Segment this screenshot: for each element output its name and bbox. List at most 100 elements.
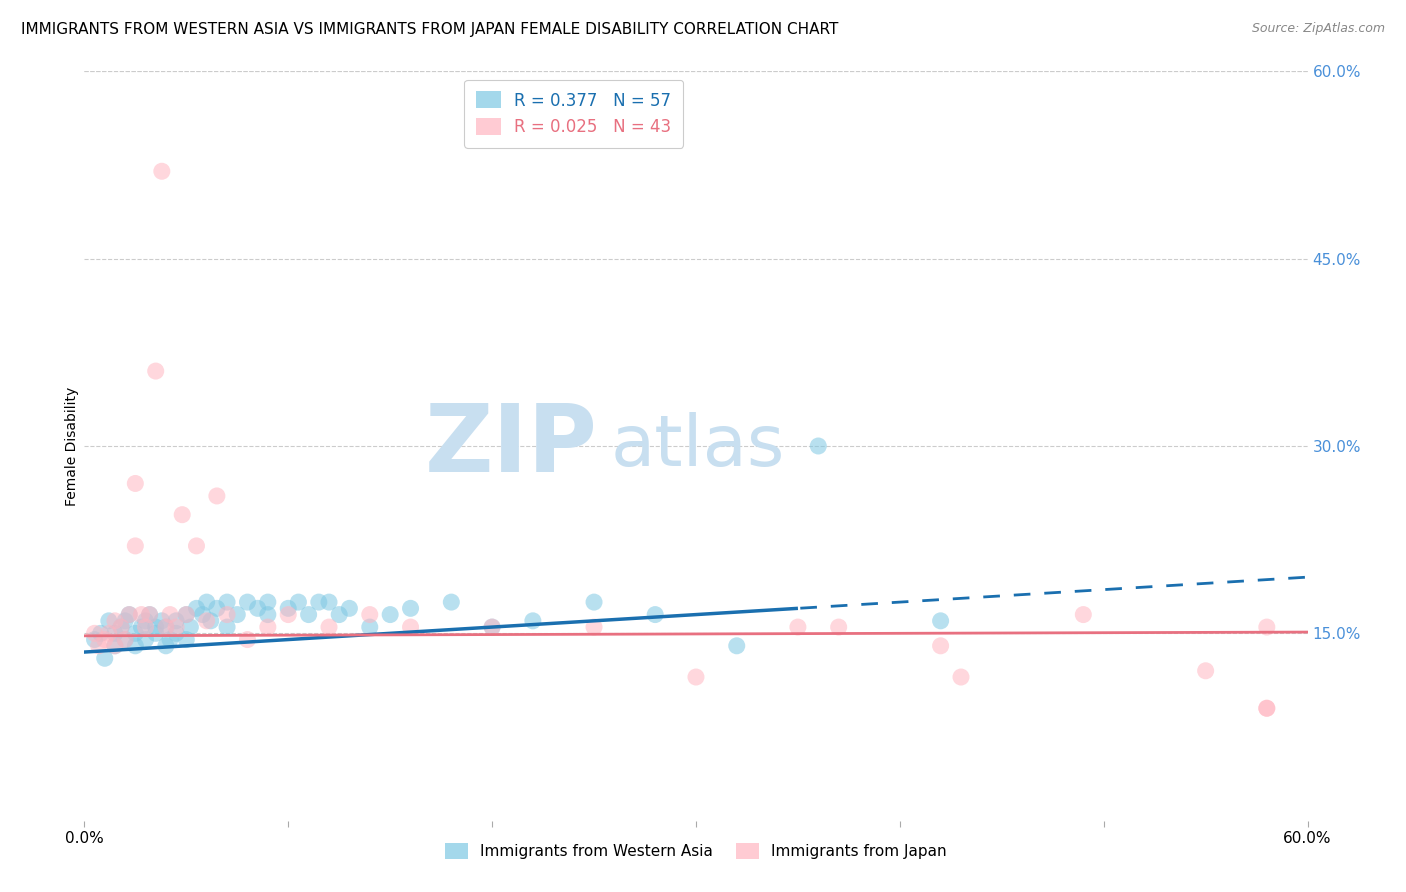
Point [481, 620, 503, 634]
Point [339, 601, 361, 615]
Point [522, 614, 544, 628]
Point [155, 620, 177, 634]
Point [236, 595, 259, 609]
Point [277, 607, 299, 622]
Point [97, 626, 120, 640]
Point [257, 607, 280, 622]
Point [725, 639, 748, 653]
Point [583, 620, 606, 634]
Point [328, 607, 350, 622]
Point [172, 508, 194, 522]
Point [159, 632, 181, 647]
Point [165, 620, 187, 634]
Point [124, 626, 146, 640]
Point [135, 620, 157, 634]
Point [828, 620, 851, 634]
Point [929, 614, 952, 628]
Point [145, 620, 167, 634]
Point [159, 607, 181, 622]
Point [807, 439, 830, 453]
Point [226, 607, 249, 622]
Point [124, 476, 146, 491]
Point [236, 632, 259, 647]
Point [145, 626, 167, 640]
Point [246, 601, 269, 615]
Point [114, 632, 136, 647]
Point [165, 626, 187, 640]
Point [308, 595, 330, 609]
Point [87, 639, 110, 653]
Point [359, 607, 381, 622]
Point [399, 620, 422, 634]
Point [135, 614, 157, 628]
Point [104, 626, 127, 640]
Point [131, 620, 153, 634]
Point [205, 601, 228, 615]
Point [298, 607, 321, 622]
Point [155, 620, 177, 634]
Point [114, 614, 136, 628]
Point [110, 620, 132, 634]
Point [1256, 701, 1278, 715]
Point [97, 614, 120, 628]
Point [131, 607, 153, 622]
Point [110, 620, 132, 634]
Point [179, 620, 201, 634]
Point [135, 632, 157, 647]
Point [195, 614, 218, 628]
Point [1256, 701, 1278, 715]
Text: ZIP: ZIP [425, 400, 598, 492]
Point [950, 670, 973, 684]
Point [205, 489, 228, 503]
Point [138, 607, 160, 622]
Point [481, 620, 503, 634]
Point [277, 601, 299, 615]
Point [583, 595, 606, 609]
Legend: Immigrants from Western Asia, Immigrants from Japan: Immigrants from Western Asia, Immigrants… [439, 838, 953, 865]
Point [1195, 664, 1218, 678]
Point [145, 364, 167, 378]
Point [150, 614, 173, 628]
Point [104, 614, 127, 628]
Point [186, 539, 208, 553]
Point [217, 607, 239, 622]
Point [174, 607, 197, 622]
Point [1256, 620, 1278, 634]
Point [93, 651, 115, 665]
Point [929, 639, 952, 653]
Point [380, 607, 402, 622]
Point [118, 607, 141, 622]
Point [1073, 607, 1095, 622]
Point [165, 614, 187, 628]
Point [186, 601, 208, 615]
Point [318, 620, 340, 634]
Point [150, 164, 173, 178]
Point [257, 620, 280, 634]
Point [83, 626, 105, 640]
Point [90, 626, 112, 640]
Point [104, 639, 127, 653]
Text: atlas: atlas [610, 411, 785, 481]
Point [124, 639, 146, 653]
Point [174, 607, 197, 622]
Point [104, 639, 127, 653]
Text: Source: ZipAtlas.com: Source: ZipAtlas.com [1251, 22, 1385, 36]
Point [287, 595, 309, 609]
Point [359, 620, 381, 634]
Point [191, 607, 214, 622]
Point [83, 632, 105, 647]
Point [174, 632, 197, 647]
Point [440, 595, 463, 609]
Y-axis label: Female Disability: Female Disability [65, 386, 79, 506]
Point [200, 614, 222, 628]
Point [195, 595, 218, 609]
Point [93, 632, 115, 647]
Point [644, 607, 666, 622]
Text: IMMIGRANTS FROM WESTERN ASIA VS IMMIGRANTS FROM JAPAN FEMALE DISABILITY CORRELAT: IMMIGRANTS FROM WESTERN ASIA VS IMMIGRAN… [21, 22, 838, 37]
Point [138, 607, 160, 622]
Point [124, 539, 146, 553]
Point [685, 670, 707, 684]
Point [217, 620, 239, 634]
Point [155, 639, 177, 653]
Point [114, 632, 136, 647]
